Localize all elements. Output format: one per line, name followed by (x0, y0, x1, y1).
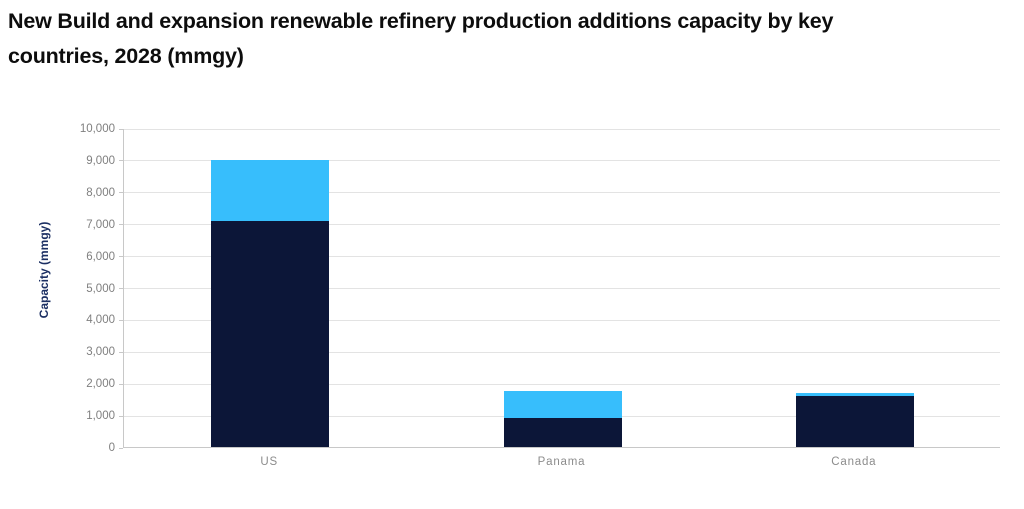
y-tick-mark-9000 (119, 160, 123, 162)
y-tick-mark-4000 (119, 319, 123, 321)
y-tick-mark-10000 (119, 128, 123, 130)
y-tick-label-6000: 6,000 (86, 250, 115, 263)
y-tick-label-3000: 3,000 (86, 346, 115, 359)
y-tick-mark-7000 (119, 224, 123, 226)
gridline-7000 (124, 224, 1000, 226)
y-tick-mark-8000 (119, 192, 123, 194)
y-tick-label-9000: 9,000 (86, 154, 115, 167)
y-tick-label-2000: 2,000 (86, 378, 115, 391)
x-tick-label-panama: Panama (537, 456, 586, 468)
y-tick-mark-5000 (119, 288, 123, 289)
y-tick-label-5000: 5,000 (86, 282, 115, 295)
y-tick-mark-3000 (119, 351, 123, 353)
plot-area (123, 128, 1000, 448)
y-tick-label-1000: 1,000 (86, 410, 115, 423)
y-tick-mark-0 (119, 447, 123, 449)
bar-panama-bottom-segment-dark-navy (503, 418, 622, 447)
y-tick-mark-6000 (119, 256, 123, 258)
gridline-3000 (124, 351, 1000, 353)
gridline-5000 (124, 288, 1000, 289)
gridline-8000 (124, 192, 1000, 194)
y-tick-mark-1000 (119, 415, 123, 417)
chart-title: New Build and expansion renewable refine… (8, 4, 1018, 74)
y-tick-label-0: 0 (108, 442, 115, 454)
y-tick-mark-2000 (119, 383, 123, 385)
x-tick-label-canada: Canada (831, 456, 877, 468)
gridline-9000 (124, 160, 1000, 162)
bar-canada-bottom-segment-dark-navy (795, 395, 914, 447)
bar-canada-top-segment-light-blue (795, 392, 914, 396)
bar-us-bottom-segment-dark-navy (211, 220, 330, 447)
gridline-2000 (124, 383, 1000, 385)
y-tick-label-7000: 7,000 (86, 218, 115, 231)
y-tick-label-4000: 4,000 (86, 314, 115, 327)
bar-panama-top-segment-light-blue (503, 391, 622, 419)
y-tick-label-10000: 10,000 (79, 123, 115, 135)
y-tick-label-8000: 8,000 (86, 186, 115, 199)
gridline-4000 (124, 319, 1000, 321)
gridline-10000 (124, 128, 1000, 130)
x-axis-labels: US Panama Canada (123, 456, 1000, 476)
chart-title-line1: New Build and expansion renewable refine… (8, 9, 834, 33)
y-axis-tick-labels: 0 1,000 2,000 3,000 4,000 5,000 6,000 7,000 8,00… (0, 123, 115, 454)
chart-title-line2: countries, 2028 (mmgy) (8, 44, 244, 68)
bar-us-top-segment-light-blue (211, 159, 330, 221)
x-tick-label-us: US (260, 456, 278, 468)
gridline-6000 (124, 256, 1000, 258)
